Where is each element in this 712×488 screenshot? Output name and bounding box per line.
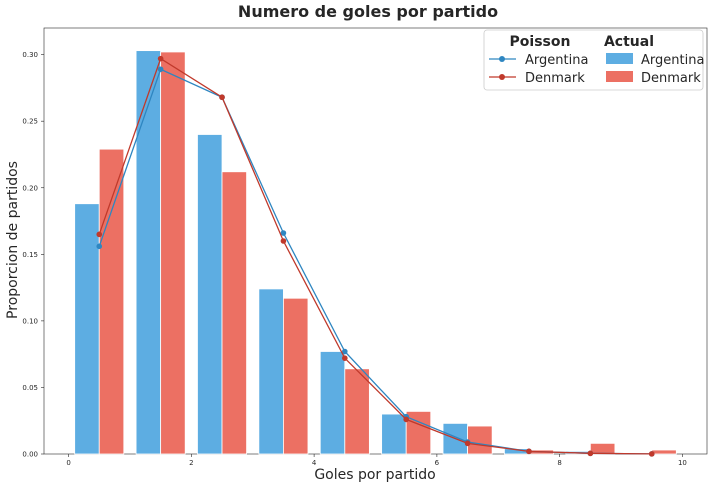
- legend-bar-swatch-argentina: [606, 53, 633, 64]
- legend-line-label-denmark: Denmark: [525, 71, 585, 86]
- bar-denmark-6: [467, 425, 493, 455]
- y-tick-label: 0.25: [22, 118, 38, 126]
- bar-denmark-8: [589, 442, 616, 455]
- y-tick-label: 0.15: [22, 251, 38, 259]
- y-axis-ticks: 0.00 0.05 0.10 0.15 0.20 0.25 0.30: [22, 51, 44, 459]
- legend-line-marker-denmark: [499, 74, 505, 80]
- legend-header-actual: Actual: [604, 34, 654, 50]
- point-poisson-denmark-3: [280, 238, 287, 244]
- point-poisson-argentina-1: [157, 66, 164, 73]
- bar-denmark-9: [651, 449, 677, 455]
- bar-denmark-3: [283, 297, 309, 455]
- bars-layer: [74, 50, 677, 455]
- lines-layer: [96, 55, 655, 457]
- point-poisson-argentina-0: [96, 243, 103, 250]
- y-axis-label: Proporcion de partidos: [5, 161, 21, 319]
- legend: Poisson Actual Argentina Denmark Argenti…: [483, 29, 704, 91]
- bar-denmark-4: [344, 368, 370, 455]
- x-tick-label: 0: [66, 459, 70, 467]
- bar-denmark-0: [98, 148, 125, 455]
- bar-argentina-0: [74, 203, 100, 455]
- bar-denmark-1: [160, 51, 186, 455]
- point-poisson-denmark-8: [587, 450, 594, 457]
- point-poisson-argentina-3: [280, 230, 287, 236]
- point-poisson-denmark-4: [342, 355, 348, 361]
- y-tick-label: 0.00: [22, 451, 38, 459]
- legend-header-poisson: Poisson: [510, 34, 571, 50]
- point-poisson-argentina-4: [342, 348, 348, 355]
- y-tick-label: 0.10: [22, 317, 38, 325]
- y-tick-label: 0.20: [22, 184, 38, 192]
- point-poisson-denmark-5: [403, 416, 409, 423]
- x-tick-label: 8: [557, 459, 561, 467]
- point-poisson-denmark-7: [526, 448, 532, 455]
- point-poisson-denmark-6: [464, 440, 471, 447]
- point-poisson-denmark-1: [157, 55, 164, 62]
- bar-argentina-5: [381, 413, 407, 455]
- bar-argentina-3: [258, 288, 284, 455]
- x-tick-label: 6: [435, 459, 440, 467]
- point-poisson-denmark-2: [219, 94, 225, 101]
- bar-argentina-4: [319, 351, 346, 455]
- x-tick-label: 2: [189, 459, 193, 467]
- plot-frame: [43, 27, 708, 455]
- legend-line-label-argentina: Argentina: [525, 53, 588, 68]
- legend-bar-label-argentina: Argentina: [641, 53, 704, 68]
- x-tick-label: 4: [312, 459, 317, 467]
- x-tick-label: 10: [678, 459, 687, 467]
- bar-denmark-2: [221, 171, 247, 455]
- y-tick-label: 0.05: [22, 384, 38, 392]
- legend-bar-swatch-denmark: [606, 71, 633, 82]
- legend-line-marker-argentina: [499, 56, 505, 62]
- bar-argentina-2: [197, 134, 223, 455]
- y-tick-label: 0.30: [22, 51, 38, 59]
- line-poisson-denmark: [98, 57, 652, 455]
- legend-box: [483, 29, 704, 91]
- legend-bar-label-denmark: Denmark: [641, 71, 701, 86]
- point-poisson-denmark-9: [648, 451, 655, 457]
- x-axis-ticks: 0 2 4 6 8 10: [66, 454, 687, 467]
- point-poisson-denmark-0: [96, 231, 103, 238]
- chart-title: Numero de goles por partido: [238, 2, 498, 21]
- bar-argentina-1: [135, 50, 162, 455]
- bar-argentina-6: [442, 422, 468, 455]
- x-axis-label: Goles por partido: [314, 467, 435, 483]
